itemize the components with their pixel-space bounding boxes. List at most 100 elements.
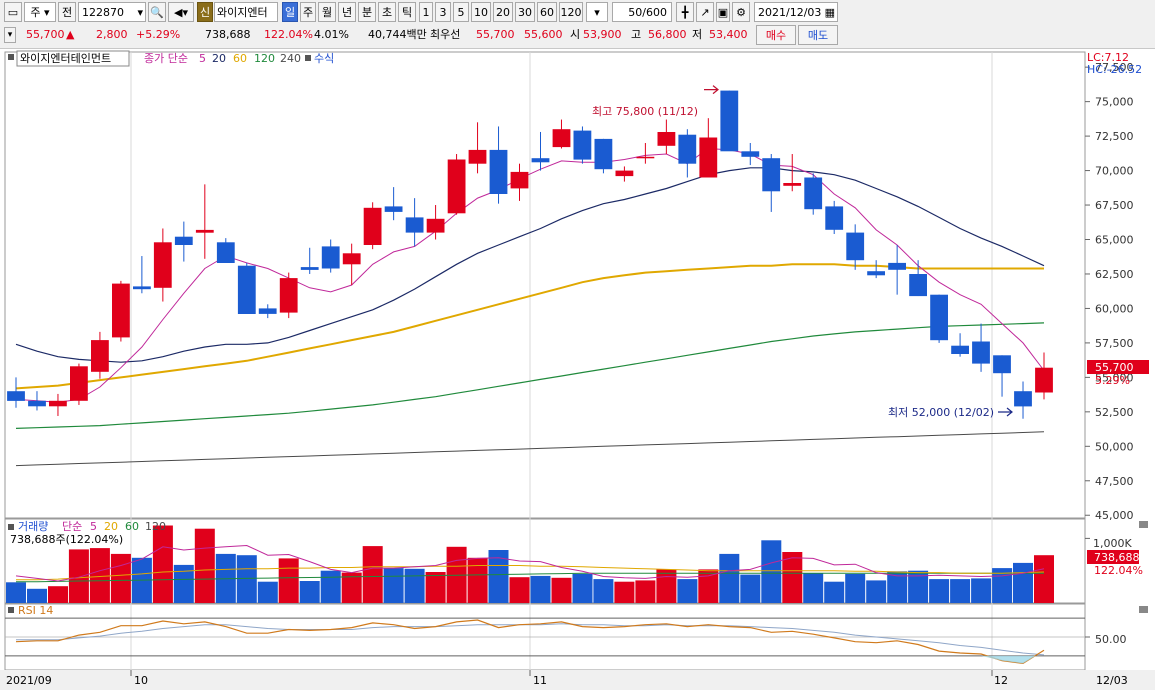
interval-1[interactable]: 1 (419, 2, 433, 22)
code-input[interactable]: 122870 ▾ (78, 2, 146, 22)
volume-scroll-icon[interactable] (1139, 521, 1148, 528)
chart-area[interactable]: 77,500 75,000 72,500 70,000 67,500 65,000 62,5… (0, 48, 1155, 690)
volume-bar (908, 570, 929, 603)
volume-bar (803, 573, 824, 603)
volume-bar (761, 540, 782, 603)
y-tick-label: 47,500 (1095, 475, 1134, 488)
quote-row: ▾ 55,700 ▲ 2,800 +5.29% 738,688 122.04% … (0, 25, 1155, 47)
period-day[interactable]: 일 (282, 2, 298, 22)
interval-60[interactable]: 60 (537, 2, 557, 22)
candle-body (405, 217, 424, 233)
candle-body (951, 345, 969, 354)
prev-button[interactable]: 전 (58, 2, 76, 22)
stock-label: 와이지엔터테인먼트 (20, 52, 111, 65)
candle-type-icon[interactable]: ╋ (676, 2, 694, 22)
volume-bar (383, 568, 404, 603)
candle-body (133, 286, 151, 290)
formula-icon[interactable] (305, 55, 311, 61)
volume-bar (467, 557, 488, 603)
search-icon[interactable]: 🔍 (148, 2, 166, 22)
ma60-legend: 60 (233, 52, 247, 65)
market-select[interactable]: 주 ▾ (24, 2, 56, 22)
x-axis-bar (0, 670, 1155, 690)
layout-icon[interactable]: ▭ (4, 2, 22, 22)
volume-bar (152, 525, 173, 603)
count-input[interactable]: 50/600 (612, 2, 672, 22)
save-icon[interactable]: ▣ (716, 2, 730, 22)
code-input-value: 122870 (82, 6, 124, 19)
period-year[interactable]: 년 (338, 2, 356, 22)
custom-interval-select[interactable]: ▾ (586, 2, 608, 22)
hc-label: HC:-26.52 (1087, 63, 1142, 76)
interval-20[interactable]: 20 (493, 2, 513, 22)
interval-30[interactable]: 30 (515, 2, 535, 22)
date-input[interactable]: 2021/12/03 ▦ (754, 2, 838, 22)
volume-bar (551, 577, 572, 603)
volume-bar (173, 564, 194, 603)
price-chart[interactable]: 77,500 75,000 72,500 70,000 67,500 65,000 62,5… (0, 48, 1155, 690)
best-bid: 55,600 (524, 28, 563, 41)
candle-body (28, 400, 46, 407)
interval-120[interactable]: 120 (559, 2, 583, 22)
candle-body (720, 90, 739, 152)
candle-body (49, 400, 67, 407)
chevron-down-icon: ▾ (137, 6, 143, 19)
volume-bar (320, 570, 341, 603)
volume-bar (257, 581, 278, 603)
volume-bar (48, 586, 68, 603)
indicator-label: 종가 단순 (144, 52, 188, 65)
volume-bar (950, 579, 971, 603)
volume-menu-icon[interactable] (8, 524, 14, 530)
draw-tool-icon[interactable]: ↗ (696, 2, 714, 22)
rsi-menu-icon[interactable] (8, 607, 14, 613)
candle-body (615, 170, 634, 177)
period-tick[interactable]: 틱 (398, 2, 416, 22)
period-month[interactable]: 월 (318, 2, 336, 22)
volume-bar (929, 579, 950, 603)
volume-bar (740, 574, 761, 603)
y-tick-label: 72,500 (1095, 130, 1134, 143)
volume-bar (992, 568, 1013, 603)
toolbar-row-1: ▭ 주 ▾ 전 122870 ▾ 🔍 ◀▾ 신 와이지엔터 일 주 월 년 분 초… (0, 2, 1155, 24)
volume-bar (6, 582, 26, 603)
candle-body (216, 242, 235, 263)
volume-title: 거래량 (18, 520, 48, 533)
candle-body (678, 134, 697, 164)
x-label-last: 12/03 (1096, 674, 1128, 687)
candle-body (1035, 367, 1053, 393)
rsi-line (15, 619, 1045, 665)
period-second[interactable]: 초 (378, 2, 396, 22)
candle-body (279, 278, 298, 313)
low-label: 저 (692, 28, 703, 41)
y-tick-label: 50,000 (1095, 440, 1134, 453)
y-tick-label: 65,000 (1095, 234, 1134, 247)
panel-menu-icon[interactable] (8, 54, 14, 60)
speaker-icon[interactable]: ◀▾ (168, 2, 194, 22)
candle-body (636, 156, 655, 159)
candle-body (489, 149, 508, 194)
period-minute[interactable]: 분 (358, 2, 376, 22)
rsi-scroll-icon[interactable] (1139, 606, 1148, 613)
volume-bar (278, 558, 299, 603)
candle-body (699, 137, 718, 178)
ma60-line (15, 263, 1044, 390)
candle-body (468, 149, 487, 164)
interval-3[interactable]: 3 (435, 2, 451, 22)
formula-label: 수식 (314, 52, 334, 65)
sell-button[interactable]: 매도 (798, 25, 838, 45)
period-week[interactable]: 주 (300, 2, 316, 22)
gear-icon[interactable]: ⚙ (732, 2, 750, 22)
buy-button[interactable]: 매수 (756, 25, 796, 45)
volume-bar (404, 568, 425, 603)
candle-body (195, 229, 214, 233)
arrow-right-icon (998, 407, 1013, 417)
interval-5[interactable]: 5 (453, 2, 469, 22)
price-legend: 와이지엔터테인먼트 종가 단순 5 20 60 120 240 수식 (8, 50, 334, 67)
volume-bar (488, 550, 509, 603)
vol-ma60-line (16, 572, 1044, 583)
calendar-icon: ▦ (824, 6, 835, 19)
candle-body (426, 218, 445, 233)
stock-name: 와이지엔터 (214, 2, 278, 22)
collapse-icon[interactable]: ▾ (4, 27, 16, 43)
interval-10[interactable]: 10 (471, 2, 491, 22)
